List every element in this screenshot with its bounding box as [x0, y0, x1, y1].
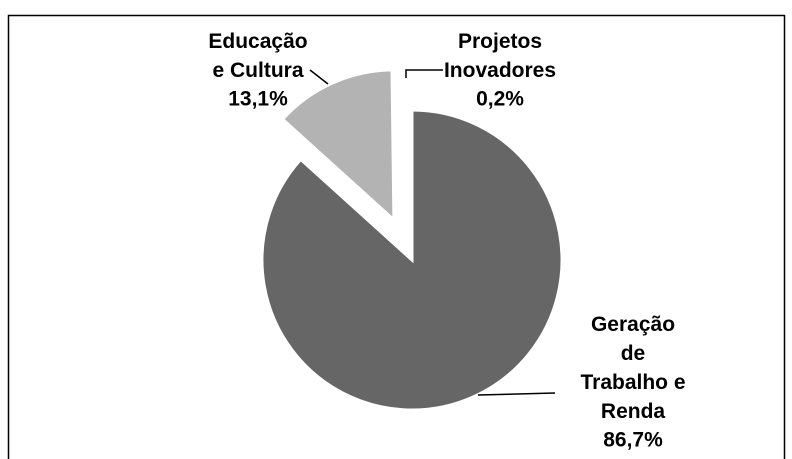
leader-line [309, 69, 329, 85]
slice-label: Projetos Inovadores [444, 30, 556, 82]
slice-label: Educação e Cultura [208, 30, 307, 82]
value-label: 86,7% [603, 429, 663, 452]
leader-line [405, 69, 443, 78]
pie-slice [260, 108, 564, 412]
value-label: 13,1% [228, 88, 288, 111]
slice-label: Geração de Trabalho e Renda [580, 313, 685, 423]
pie-slice [408, 64, 414, 217]
value-label: 0,2% [476, 88, 524, 111]
leader-line [477, 392, 556, 396]
pie-slice [280, 68, 396, 224]
